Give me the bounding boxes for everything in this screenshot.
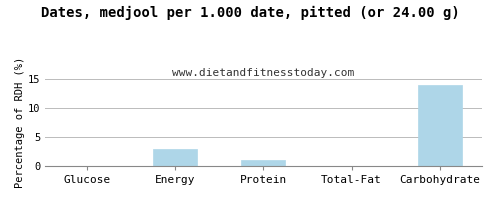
Title: www.dietandfitnesstoday.com: www.dietandfitnesstoday.com xyxy=(172,68,354,78)
Y-axis label: Percentage of RDH (%): Percentage of RDH (%) xyxy=(15,57,25,188)
Bar xyxy=(153,149,198,166)
Bar xyxy=(242,160,286,166)
Text: Dates, medjool per 1.000 date, pitted (or 24.00 g): Dates, medjool per 1.000 date, pitted (o… xyxy=(40,6,460,20)
Bar xyxy=(418,85,462,166)
